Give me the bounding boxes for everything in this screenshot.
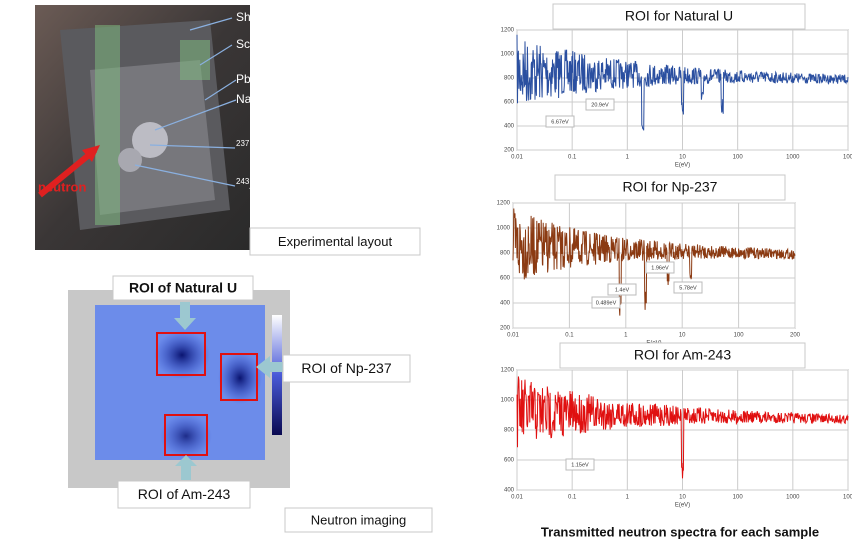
x-tick-label: 1000: [786, 495, 800, 501]
x-tick-label: 1000: [786, 155, 800, 161]
photo: [35, 5, 250, 250]
chart-title: ROI for Am-243: [634, 347, 731, 363]
y-tick-label: 400: [504, 488, 515, 494]
roi-label: ROI of Natural U: [129, 280, 237, 296]
x-tick-label: 0.01: [511, 155, 523, 161]
x-tick-label: 0.1: [568, 155, 577, 161]
x-axis-label: E(eV): [675, 163, 690, 169]
imaging-panel: [68, 290, 290, 488]
isotope-element: Np: [249, 140, 265, 154]
y-tick-label: 600: [504, 100, 515, 106]
y-tick-label: 1200: [501, 28, 515, 34]
chart-title: ROI for Np-237: [623, 179, 718, 195]
y-tick-label: 600: [504, 458, 515, 464]
annotation: 1.96eV: [651, 265, 669, 271]
chart-title: ROI for Natural U: [625, 8, 733, 24]
y-tick-label: 600: [500, 276, 511, 282]
y-tick-label: 1200: [497, 201, 511, 207]
y-tick-label: 800: [504, 428, 515, 434]
y-tick-label: 1000: [497, 226, 511, 232]
y-tick-label: 800: [504, 76, 515, 82]
x-tick-label: 1: [626, 155, 630, 161]
x-tick-label: 100: [733, 155, 744, 161]
imaging-caption: Neutron imaging: [311, 512, 406, 527]
x-tick-label: 10: [679, 495, 686, 501]
x-tick-label: 200: [790, 333, 801, 339]
isotope-mass: 237: [236, 139, 250, 148]
y-tick-label: 200: [504, 148, 515, 154]
x-tick-label: 0.1: [565, 333, 574, 339]
photo-caption: Experimental layout: [278, 234, 393, 249]
x-tick-label: 100: [733, 495, 744, 501]
photo-label: Pb50mm: [236, 72, 284, 86]
photo-label: Shield box: [236, 10, 292, 24]
x-tick-label: 100: [734, 333, 745, 339]
x-tick-label: 10: [679, 155, 686, 161]
isotope-mass: 243: [236, 177, 250, 186]
annotation: 0.489eV: [596, 300, 617, 306]
roi-label: ROI of Am-243: [138, 486, 231, 502]
figure: 120010008006004002000.010.11101001000100…: [0, 0, 852, 543]
x-tick-label: 0.01: [511, 495, 523, 501]
x-tick-label: 1: [624, 333, 628, 339]
y-tick-label: 800: [500, 251, 511, 257]
x-axis-label: E(eV): [675, 503, 690, 509]
figure-caption: Transmitted neutron spectra for each sam…: [541, 524, 819, 539]
annotation: 6.67eV: [551, 119, 569, 125]
photo-label: Scintillator(inside): [236, 37, 331, 51]
isotope-element: Am: [249, 178, 267, 192]
x-tick-label: 0.01: [507, 333, 519, 339]
y-tick-label: 200: [500, 326, 511, 332]
y-tick-label: 1200: [501, 368, 515, 374]
photo-label: Nat. U: [236, 92, 270, 106]
y-tick-label: 1000: [501, 398, 515, 404]
annotation: 20.9eV: [591, 102, 609, 108]
annotation: 1.15eV: [571, 462, 589, 468]
x-tick-label: 0.1: [568, 495, 577, 501]
y-tick-label: 1000: [501, 52, 515, 58]
annotation: 5.78eV: [679, 285, 697, 291]
y-tick-label: 400: [500, 301, 511, 307]
x-tick-label: 100: [843, 155, 852, 161]
arrow-label: neutron: [38, 179, 86, 194]
y-tick-label: 400: [504, 124, 515, 130]
annotation: 1.4eV: [615, 287, 630, 293]
x-tick-label: 100: [843, 495, 852, 501]
roi-label: ROI of Np-237: [301, 360, 391, 376]
x-tick-label: 1: [626, 495, 630, 501]
x-tick-label: 10: [679, 333, 686, 339]
